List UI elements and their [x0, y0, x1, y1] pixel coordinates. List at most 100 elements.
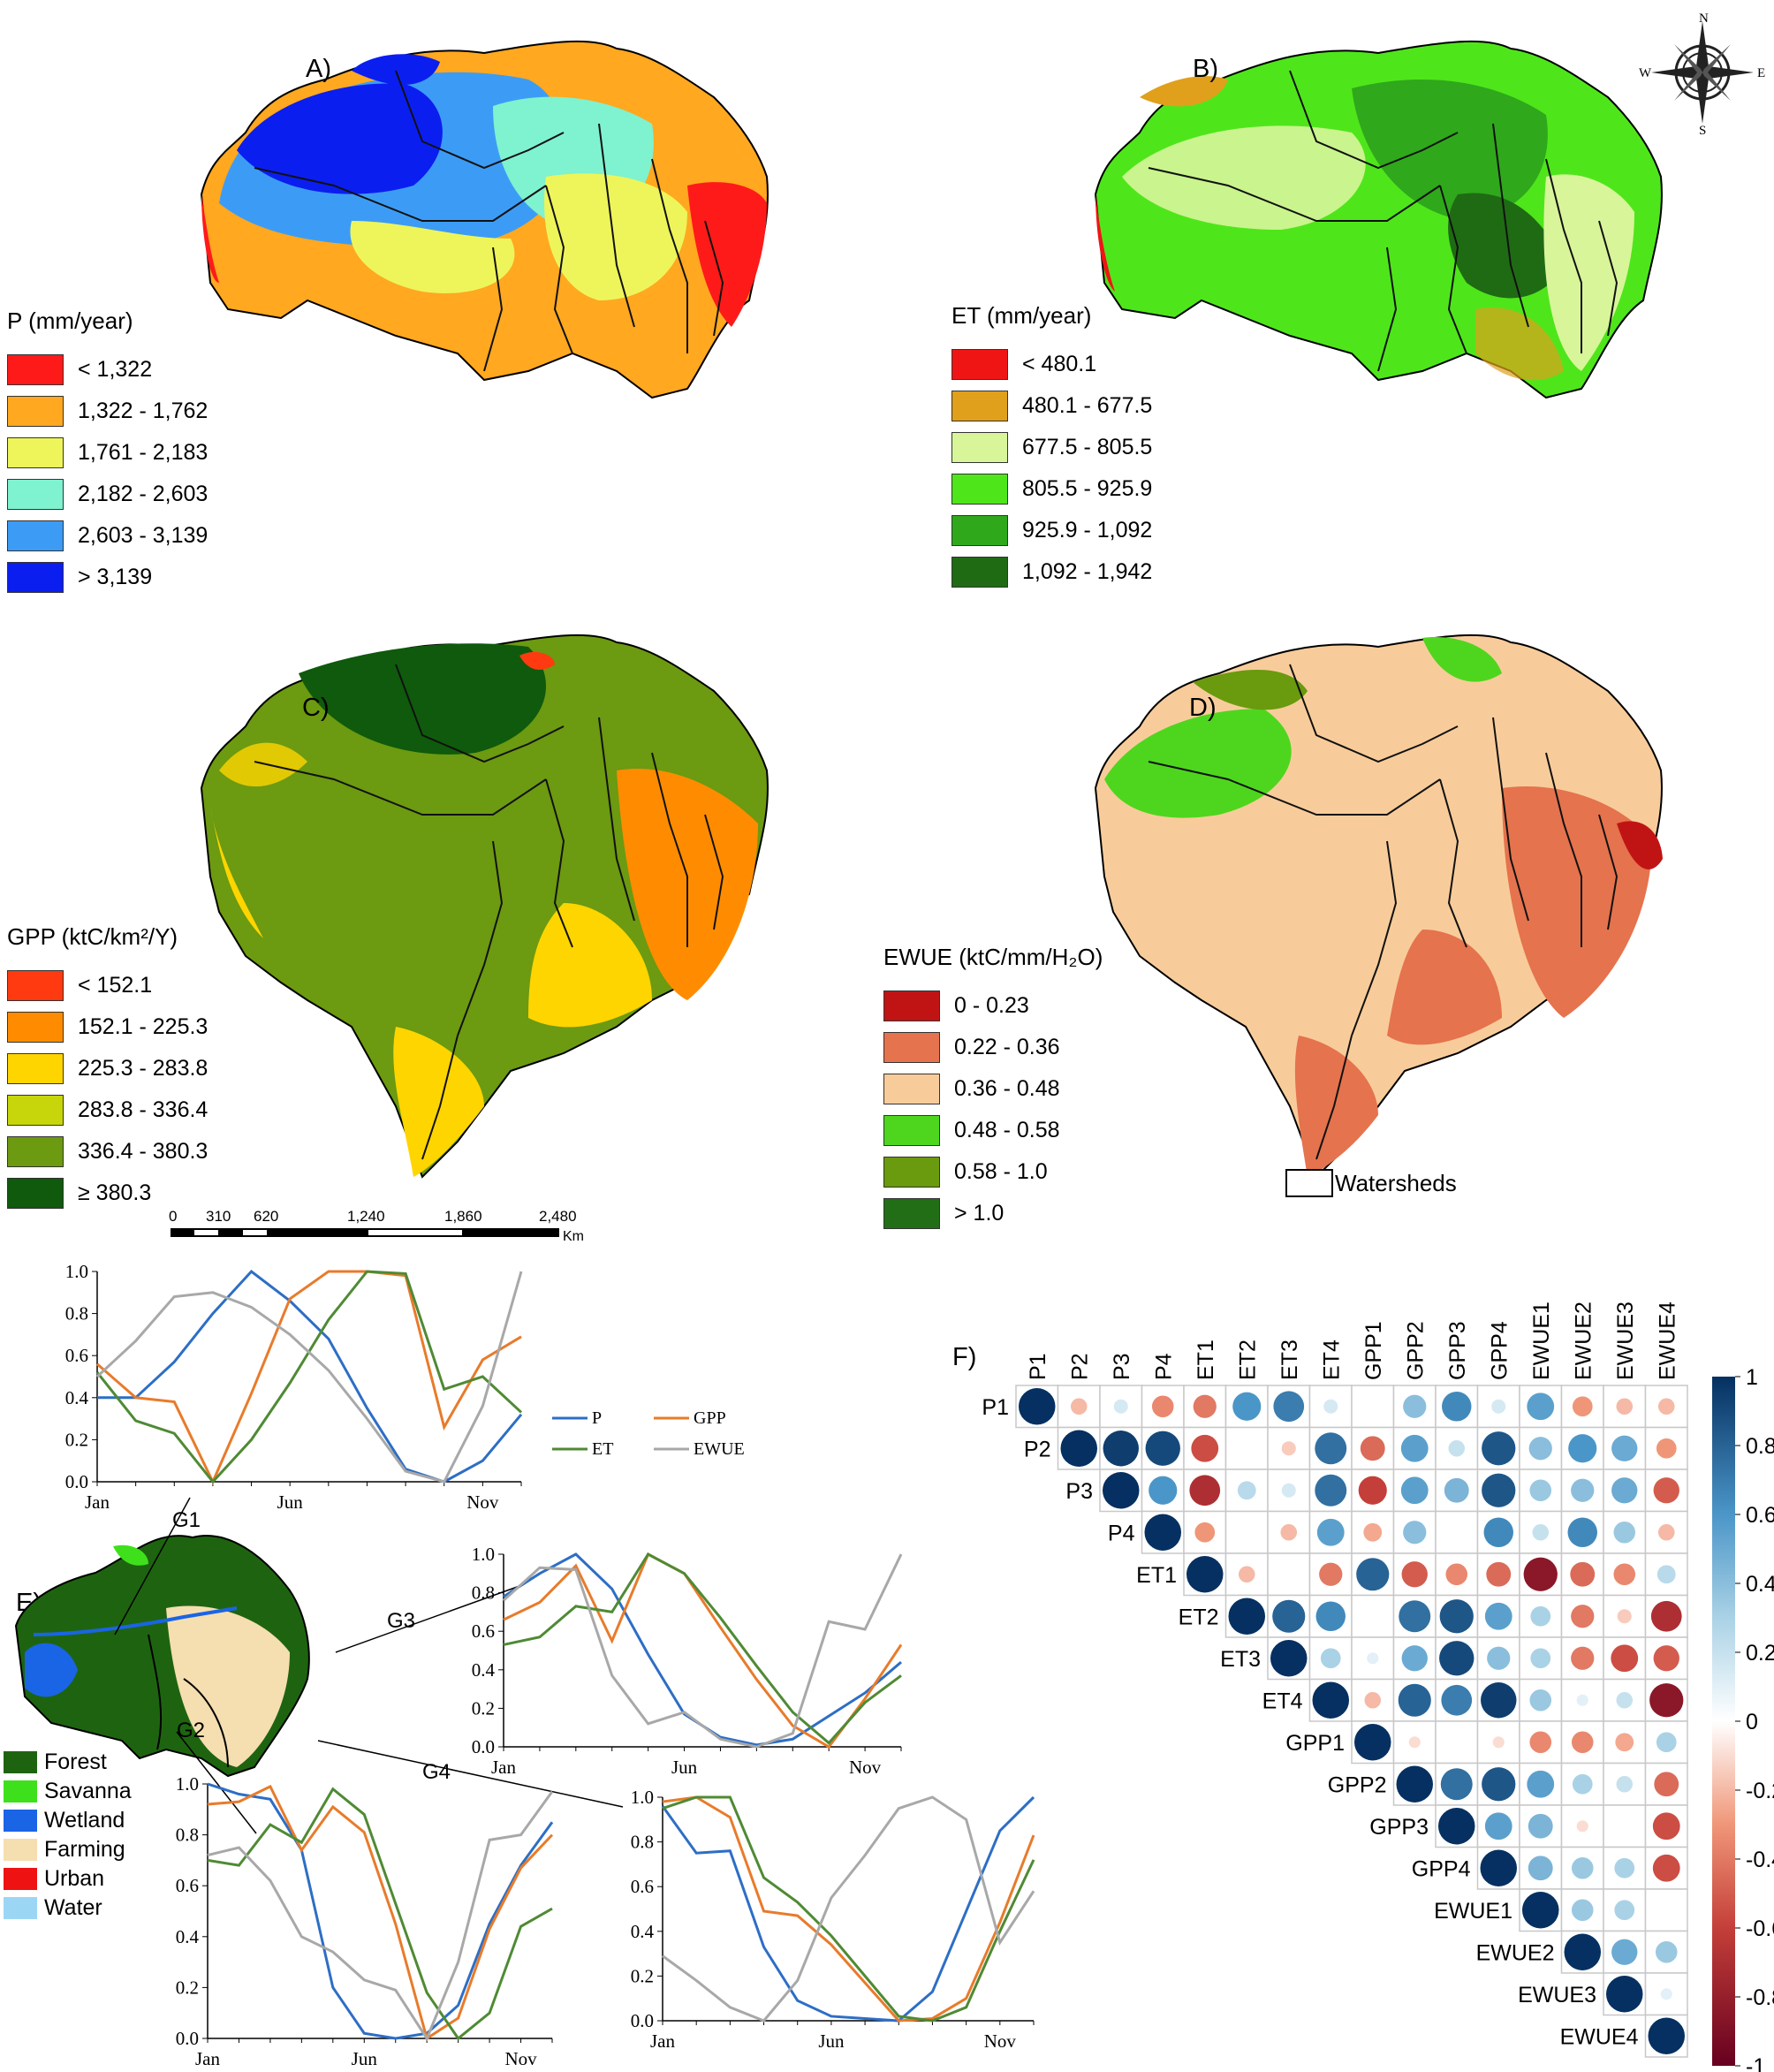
- correlation-dot: [1571, 1646, 1595, 1670]
- legend-label: 152.1 - 225.3: [78, 1014, 208, 1039]
- correlation-dot: [1194, 1522, 1216, 1543]
- col-label: EWUE1: [1529, 1302, 1554, 1380]
- correlation-dot: [1484, 1602, 1512, 1630]
- correlation-dot: [1237, 1481, 1256, 1500]
- correlation-dot: [1193, 1394, 1217, 1418]
- compass-w: W: [1639, 66, 1652, 80]
- legend-item: 0 - 0.23: [883, 985, 1103, 1027]
- correlation-dot: [1530, 1648, 1551, 1669]
- y-tick-label: 0.0: [631, 2010, 654, 2031]
- y-tick-label: 1.0: [472, 1544, 495, 1565]
- correlation-dot: [1401, 1561, 1428, 1588]
- legend-swatch: [951, 515, 1008, 546]
- x-tick-label: Jan: [85, 1491, 110, 1513]
- correlation-dot: [1532, 1523, 1550, 1541]
- correlation-dot: [1019, 1388, 1056, 1425]
- legend-item: 2,603 - 3,139: [7, 515, 208, 557]
- row-label: EWUE4: [1560, 2024, 1639, 2049]
- landcover-label: Savanna: [44, 1779, 132, 1803]
- correlation-dot: [1611, 1435, 1638, 1461]
- correlation-dot: [1648, 2017, 1685, 2054]
- correlation-dot: [1149, 1476, 1178, 1505]
- correlation-dot: [1572, 1396, 1593, 1417]
- correlation-dot: [1523, 1557, 1558, 1591]
- correlation-dot: [1568, 1434, 1597, 1463]
- group-label-g4: G4: [422, 1760, 451, 1784]
- legend-swatch: [951, 432, 1008, 463]
- legend-label: 0.22 - 0.36: [954, 1035, 1060, 1059]
- legend-swatch: [951, 391, 1008, 421]
- y-tick-label: 0.6: [65, 1345, 88, 1366]
- watershed-swatch: [1285, 1169, 1333, 1197]
- group-label-g2: G2: [177, 1719, 205, 1742]
- landcover-swatch: [4, 1868, 37, 1890]
- y-tick-label: 0.4: [176, 1926, 200, 1947]
- correlation-dot: [1323, 1399, 1338, 1414]
- matrix-cell: [1224, 1426, 1269, 1470]
- landcover-swatch: [4, 1897, 37, 1919]
- correlation-dot: [1228, 1598, 1265, 1635]
- colorbar-label: -0.4: [1746, 1848, 1774, 1872]
- correlation-dot: [1571, 1856, 1594, 1879]
- colorbar: [1712, 1377, 1735, 2066]
- landcover-swatch: [4, 1780, 37, 1803]
- row-label: P1: [982, 1395, 1009, 1420]
- correlation-dot: [1312, 1681, 1349, 1719]
- row-label: ET4: [1262, 1689, 1303, 1713]
- y-tick-label: 0.6: [176, 1875, 199, 1896]
- row-label: P2: [1024, 1437, 1051, 1461]
- legend-title: P (mm/year): [7, 307, 133, 334]
- correlation-dot: [1652, 1812, 1680, 1841]
- legend-swatch: [883, 1074, 940, 1104]
- correlation-dot: [1613, 1521, 1636, 1544]
- correlation-dot: [1315, 1601, 1346, 1631]
- precipitation-map: [200, 40, 769, 399]
- correlation-dot: [1571, 1899, 1594, 1922]
- legend-item: 0.58 - 1.0: [883, 1151, 1103, 1193]
- col-label: GPP2: [1403, 1321, 1428, 1380]
- landcover-swatch: [4, 1839, 37, 1861]
- correlation-dot: [1401, 1645, 1428, 1672]
- correlation-dot: [1486, 1561, 1512, 1587]
- ewue-legend: EWUE (ktC/mm/H₂O) 0 - 0.23 0.22 - 0.36 0.3…: [883, 944, 1103, 1234]
- series-line-et: [662, 1795, 1035, 2023]
- legend-swatch: [7, 520, 64, 551]
- legend-item: 480.1 - 677.5: [951, 385, 1152, 427]
- legend-label: 1,092 - 1,942: [1022, 559, 1153, 584]
- correlation-dot: [1570, 1561, 1596, 1587]
- col-label: EWUE2: [1571, 1302, 1596, 1380]
- legend-label: 0 - 0.23: [954, 993, 1029, 1018]
- correlation-dot: [1529, 1731, 1552, 1754]
- correlation-dot: [1576, 1820, 1588, 1833]
- row-label: P4: [1108, 1521, 1135, 1545]
- legend-item: 0.48 - 0.58: [883, 1110, 1103, 1151]
- legend-swatch: [7, 1136, 64, 1167]
- legend-label: ≥ 380.3: [78, 1180, 152, 1205]
- correlation-dot: [1616, 1691, 1634, 1709]
- y-tick-label: 0.8: [631, 1832, 654, 1853]
- correlation-dot: [1660, 1988, 1672, 2000]
- correlation-dot: [1480, 1849, 1517, 1886]
- colorbar-label: 0.2: [1746, 1641, 1774, 1666]
- correlation-dot: [1484, 1812, 1512, 1841]
- correlation-dot: [1103, 1472, 1140, 1509]
- series-line-gpp: [207, 1784, 554, 2041]
- legend-item: ≥ 380.3: [7, 1173, 208, 1214]
- legend-item: 0.22 - 0.36: [883, 1027, 1103, 1068]
- legend-item: < 480.1: [951, 344, 1152, 385]
- correlation-dot: [1611, 1477, 1638, 1504]
- series-line-ewue: [502, 1553, 903, 1749]
- correlation-dot: [1571, 1478, 1595, 1502]
- legend-label: 225.3 - 283.8: [78, 1056, 208, 1081]
- landcover-swatch: [4, 1810, 37, 1832]
- correlation-dot: [1528, 1856, 1553, 1881]
- col-label: P4: [1151, 1353, 1176, 1380]
- correlation-dot: [1364, 1691, 1382, 1709]
- matrix-cell: [1351, 1594, 1395, 1638]
- x-tick-label: Jun: [277, 1491, 304, 1513]
- row-label: ET2: [1179, 1605, 1219, 1629]
- correlation-dot: [1400, 1476, 1429, 1505]
- correlation-matrix: P1 P2 P3 P4 ET1 ET2 ET3 ET4 GPP1 GPP2 GPP3 GPP4 EWUE…: [982, 1302, 1774, 2072]
- correlation-dot: [1281, 1483, 1296, 1498]
- correlation-dot: [1656, 1565, 1676, 1584]
